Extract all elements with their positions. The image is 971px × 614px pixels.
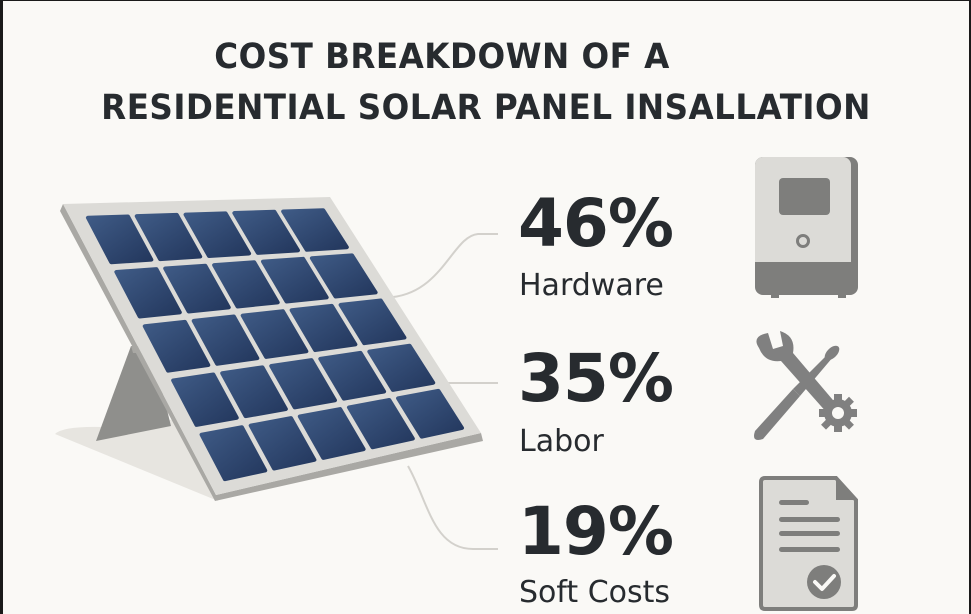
solar-cells bbox=[85, 208, 464, 482]
panel-shadow bbox=[55, 419, 218, 501]
title-line-2: RESIDENTIAL SOLAR PANEL INSALLATION bbox=[101, 88, 871, 128]
inverter-icon bbox=[755, 157, 858, 298]
icons-layer bbox=[754, 157, 858, 611]
connector-soft-costs bbox=[407, 465, 498, 550]
solar-cell bbox=[318, 350, 387, 401]
solar-cell bbox=[297, 407, 366, 460]
solar-cell bbox=[199, 425, 268, 482]
solar-cell bbox=[212, 260, 280, 309]
connector-lines bbox=[392, 233, 498, 550]
solar-cell bbox=[191, 314, 260, 366]
solar-cell bbox=[309, 253, 378, 299]
stat-label-labor: Labor bbox=[519, 424, 604, 459]
infographic: COST BREAKDOWN OF A RESIDENTIAL SOLAR PA… bbox=[3, 1, 969, 614]
solar-cell bbox=[346, 397, 415, 450]
stat-percent-labor: 35% bbox=[518, 340, 674, 417]
solar-cell bbox=[134, 212, 203, 262]
illustration-layer bbox=[55, 197, 498, 550]
title-line-1: COST BREAKDOWN OF A bbox=[214, 37, 670, 77]
solar-cell bbox=[142, 319, 211, 373]
solar-cell bbox=[163, 263, 231, 314]
solar-cell bbox=[114, 267, 182, 319]
wrench-screwdriver-gear-icon bbox=[754, 331, 857, 440]
solar-cell bbox=[232, 209, 300, 255]
solar-cell bbox=[338, 298, 407, 346]
stat-label-hardware: Hardware bbox=[519, 268, 664, 303]
solar-cell bbox=[367, 343, 436, 392]
solar-cell bbox=[171, 372, 239, 427]
solar-cell bbox=[261, 256, 329, 304]
solar-cell bbox=[240, 309, 309, 359]
solar-cell bbox=[85, 214, 154, 265]
stat-percent-hardware: 46% bbox=[518, 185, 674, 262]
solar-cell bbox=[248, 416, 317, 471]
solar-cell bbox=[289, 303, 358, 353]
solar-cell bbox=[183, 211, 252, 259]
stat-label-soft-costs: Soft Costs bbox=[519, 575, 671, 610]
solar-cell bbox=[269, 358, 337, 410]
connector-hardware bbox=[392, 233, 498, 298]
stat-percent-soft-costs: 19% bbox=[518, 493, 674, 570]
solar-cell bbox=[396, 388, 464, 439]
document-check-icon bbox=[759, 476, 858, 611]
solar-cell bbox=[220, 365, 288, 419]
solar-cell bbox=[281, 208, 349, 252]
